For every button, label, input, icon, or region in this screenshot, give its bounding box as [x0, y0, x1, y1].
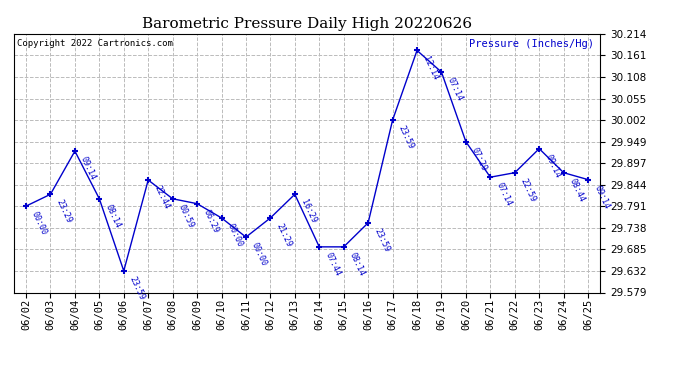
Text: 07:44: 07:44	[324, 251, 342, 278]
Text: 23:59: 23:59	[373, 227, 391, 254]
Text: 08:14: 08:14	[348, 251, 366, 278]
Text: 23:59: 23:59	[397, 124, 415, 151]
Text: 21:29: 21:29	[275, 222, 293, 249]
Text: Pressure (Inches/Hg): Pressure (Inches/Hg)	[469, 39, 594, 49]
Text: 06:29: 06:29	[201, 208, 220, 234]
Text: 16:29: 16:29	[299, 198, 317, 225]
Text: Copyright 2022 Cartronics.com: Copyright 2022 Cartronics.com	[17, 39, 172, 48]
Text: 22:44: 22:44	[152, 184, 171, 211]
Text: 08:44: 08:44	[568, 177, 586, 203]
Text: 09:14: 09:14	[79, 155, 98, 182]
Text: 09:14: 09:14	[592, 184, 611, 210]
Text: 09:14: 09:14	[543, 153, 562, 179]
Text: 00:59: 00:59	[177, 203, 195, 229]
Text: 00:00: 00:00	[250, 241, 269, 268]
Text: 23:29: 23:29	[55, 198, 73, 225]
Text: 07:29: 07:29	[470, 146, 489, 172]
Text: 08:14: 08:14	[104, 203, 122, 229]
Text: 23:59: 23:59	[128, 275, 147, 302]
Text: 00:00: 00:00	[226, 222, 244, 249]
Text: 07:14: 07:14	[446, 76, 464, 103]
Text: 12:14: 12:14	[421, 55, 440, 81]
Text: 00:00: 00:00	[30, 210, 49, 237]
Text: 22:59: 22:59	[519, 177, 538, 203]
Title: Barometric Pressure Daily High 20220626: Barometric Pressure Daily High 20220626	[142, 17, 472, 31]
Text: 07:14: 07:14	[495, 182, 513, 208]
